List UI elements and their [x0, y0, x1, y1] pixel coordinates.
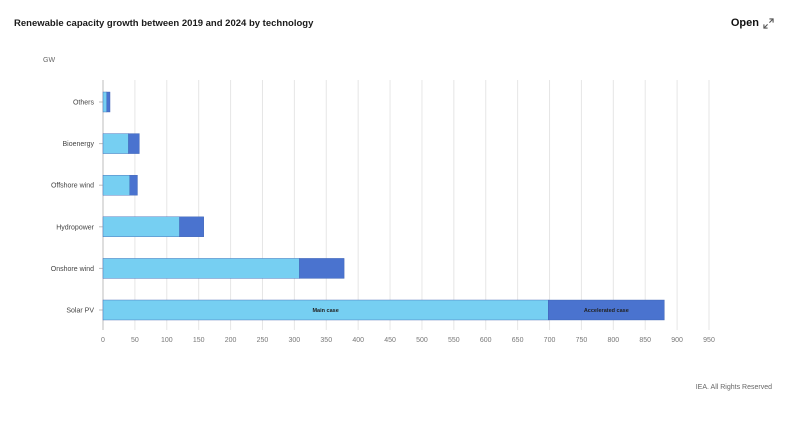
bar-accelerated-case	[179, 216, 204, 238]
x-tick-label: 50	[131, 337, 139, 344]
grid-layer	[99, 80, 710, 330]
series-label: Main case	[312, 308, 338, 314]
chart-title: Renewable capacity growth between 2019 a…	[14, 18, 314, 29]
x-tick-label: 0	[101, 337, 105, 344]
category-label: Bioenergy	[62, 141, 94, 148]
credit-text: IEA. All Rights Reserved	[695, 384, 772, 391]
bar-accelerated-case	[106, 91, 111, 113]
bar-main-case	[102, 174, 130, 196]
category-label: Solar PV	[66, 308, 94, 315]
x-tick-label: 650	[512, 337, 524, 344]
open-button-label: Open	[730, 17, 759, 29]
x-tick-label: 700	[544, 337, 556, 344]
x-tick-label: 950	[703, 337, 715, 344]
category-label: Onshore wind	[51, 266, 94, 273]
x-tick-label: 750	[576, 337, 588, 344]
category-label: Others	[73, 100, 95, 107]
x-tick-label: 450	[384, 337, 396, 344]
open-button[interactable]: Open	[731, 17, 774, 29]
x-tick-label: 250	[257, 337, 269, 344]
x-tick-label: 550	[448, 337, 460, 344]
x-tick-label: 150	[193, 337, 205, 344]
bar-main-case	[102, 91, 108, 113]
labels-layer: GW 0 50 100 150 200 250 300 350 400 450 500 550 600 65…	[43, 57, 715, 344]
bar-accelerated-case	[299, 258, 345, 279]
x-tick-label: 600	[480, 337, 492, 344]
x-tick-label: 850	[639, 337, 651, 344]
bar-main-case	[102, 133, 129, 154]
x-tick-label: 800	[607, 337, 619, 344]
bar-accelerated-case	[128, 133, 140, 154]
expand-arrows-icon	[763, 17, 774, 29]
bars-layer	[102, 91, 665, 321]
x-tick-label: 200	[225, 337, 237, 344]
x-tick-label: 400	[352, 337, 364, 344]
bar-accelerated-case	[129, 174, 138, 196]
x-tick-label: 100	[161, 337, 173, 344]
x-tick-label: 900	[671, 337, 683, 344]
x-tick-label: 500	[416, 337, 428, 344]
bar-main-case	[102, 258, 300, 279]
bar-accelerated-case	[548, 299, 665, 321]
x-tick-label: 300	[289, 337, 301, 344]
bar-main-case	[102, 216, 180, 238]
category-label: Hydropower	[56, 224, 94, 231]
series-label: Accelerated case	[584, 308, 629, 314]
unit-label: GW	[43, 57, 55, 64]
category-label: Offshore wind	[51, 183, 94, 190]
x-tick-label: 350	[320, 337, 332, 344]
